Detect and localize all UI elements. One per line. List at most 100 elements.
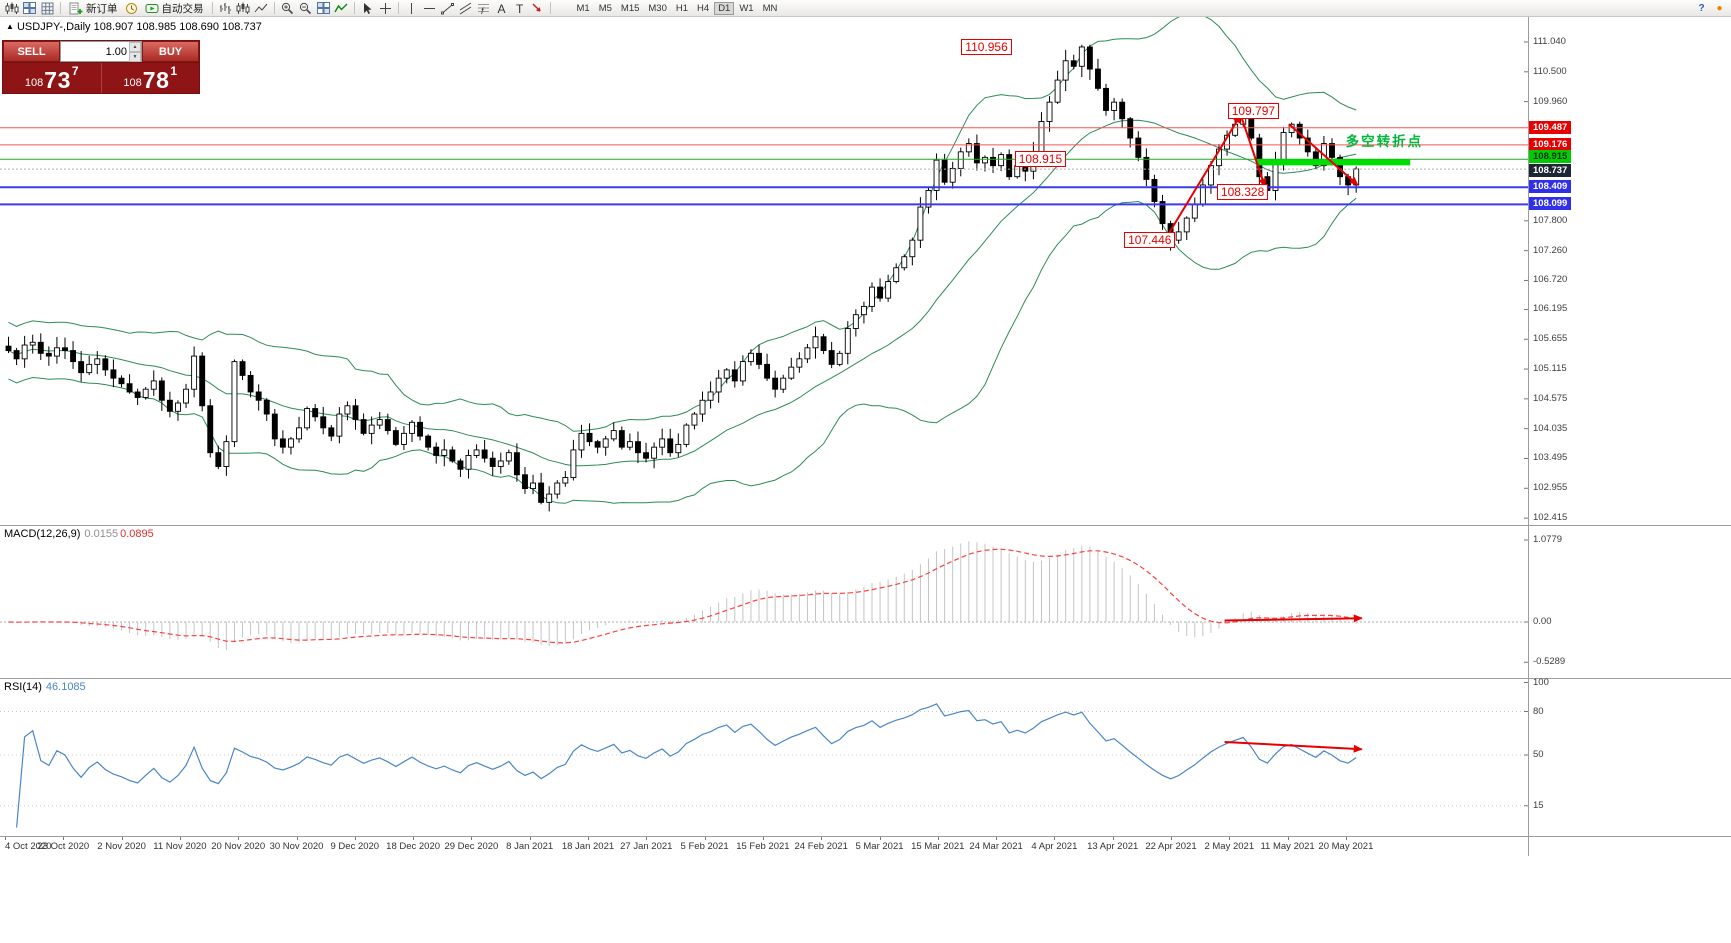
- period-button-d1[interactable]: D1: [714, 1, 735, 15]
- panel-divider[interactable]: [0, 678, 1731, 679]
- price-tick-label: 106.195: [1533, 303, 1568, 315]
- indicators-icon[interactable]: [333, 1, 350, 16]
- time-tick-label: 23 Oct 2020: [37, 841, 90, 852]
- macd-panel[interactable]: MACD(12,26,9) 0.0155 0.0895: [0, 526, 1731, 678]
- price-callout[interactable]: 110.956: [961, 38, 1012, 55]
- trendline-icon[interactable]: [439, 1, 456, 16]
- price-scale-border: [1528, 17, 1529, 856]
- time-axis[interactable]: 4 Oct 2020 23 Oct 2020 2 Nov 2020 11 Nov 20…: [0, 837, 1528, 856]
- time-tick: [529, 837, 531, 840]
- volume-up-icon[interactable]: ▲: [129, 42, 141, 52]
- time-tick: [1054, 837, 1056, 840]
- rsi-scale-label: 50: [1533, 749, 1544, 760]
- cursor-icon[interactable]: [359, 1, 376, 16]
- horizontal-line-icon[interactable]: [421, 1, 438, 16]
- text-icon[interactable]: A: [493, 1, 510, 16]
- toolbar-separator: [60, 2, 61, 14]
- buy-button[interactable]: BUY: [142, 41, 199, 62]
- price-level-badge: 108.099: [1529, 197, 1572, 211]
- price-tick-label: 104.035: [1533, 422, 1568, 434]
- chart-windows-icon[interactable]: [39, 1, 56, 16]
- price-scale[interactable]: 111.040 110.500 109.960 107.800 107.260 106.7…: [1529, 17, 1730, 856]
- label-icon[interactable]: T: [511, 1, 528, 16]
- toolbar-separator: [397, 2, 399, 14]
- zoom-in-icon[interactable]: [279, 1, 296, 16]
- price-chart-panel[interactable]: ▲ USDJPY-,Daily 108.907 108.985 108.690 …: [0, 17, 1731, 525]
- bollinger-upper-line: [8, 17, 1357, 432]
- trend-arrow-1[interactable]: [1167, 114, 1242, 236]
- period-button-w1[interactable]: W1: [735, 2, 757, 15]
- time-tick-label: 4 Oct 2020: [5, 841, 52, 852]
- rsi-panel[interactable]: RSI(14) 46.1085: [0, 679, 1731, 836]
- sell-button[interactable]: SELL: [3, 41, 60, 62]
- time-tick-label: 18 Dec 2020: [386, 841, 441, 852]
- volume-down-icon[interactable]: ▼: [129, 52, 141, 62]
- time-tick-label: 18 Jan 2021: [561, 841, 615, 852]
- panel-divider: [0, 836, 1731, 837]
- volume-input[interactable]: [61, 42, 129, 61]
- period-button-m30[interactable]: M30: [644, 2, 670, 15]
- bid-int: 108: [24, 77, 44, 89]
- price-callout[interactable]: 107.446: [1124, 232, 1176, 249]
- vertical-line-icon[interactable]: [403, 1, 420, 16]
- candlestick-chart-icon[interactable]: [235, 1, 252, 16]
- turning-point-note[interactable]: 多空转折点: [1345, 134, 1424, 150]
- price-callout[interactable]: 108.328: [1216, 183, 1269, 200]
- period-button-h1[interactable]: H1: [672, 2, 692, 15]
- ask-price[interactable]: 108 78 1: [102, 63, 200, 93]
- period-button-m15[interactable]: M15: [617, 2, 643, 15]
- zoom-out-icon[interactable]: [297, 1, 314, 16]
- period-button-mn[interactable]: MN: [759, 2, 782, 15]
- channel-icon[interactable]: [457, 1, 474, 16]
- toolbar-separator: [353, 2, 355, 14]
- panel-divider[interactable]: [0, 525, 1731, 526]
- ask-sup: 1: [170, 64, 178, 78]
- time-tick: [1171, 837, 1172, 840]
- bid-price[interactable]: 108 73 7: [3, 63, 102, 93]
- time-tick-label: 20 Nov 2020: [211, 841, 266, 852]
- time-tick: [413, 837, 415, 840]
- line-chart-icon[interactable]: [253, 1, 270, 16]
- rsi-scale-label: 15: [1533, 799, 1544, 811]
- rsi-line: [16, 703, 1357, 828]
- period-button-m1[interactable]: M1: [573, 2, 594, 15]
- price-callout[interactable]: 109.797: [1227, 102, 1280, 119]
- rsi-trend-arrow[interactable]: [1224, 740, 1363, 753]
- time-tick: [1229, 837, 1231, 840]
- time-tick-label: 15 Mar 2021: [911, 841, 965, 852]
- time-tick: [588, 837, 589, 840]
- fibonacci-icon[interactable]: f: [475, 1, 492, 16]
- trend-arrow-3[interactable]: [1288, 123, 1359, 186]
- tile-windows-icon[interactable]: [315, 1, 332, 16]
- price-tick-label: 110.500: [1533, 65, 1567, 77]
- history-center-icon[interactable]: [123, 1, 140, 16]
- bar-chart-icon[interactable]: [217, 1, 234, 16]
- arrows-tool-icon[interactable]: [529, 1, 546, 16]
- time-tick-label: 2 Nov 2020: [97, 841, 146, 852]
- toolbar-separator: [211, 2, 213, 14]
- new-order-button[interactable]: 新订单: [65, 1, 122, 16]
- time-tick: [821, 837, 823, 840]
- period-button-m5[interactable]: M5: [595, 2, 616, 15]
- rsi-scale-label: 80: [1533, 705, 1544, 717]
- price-chart-svg: [0, 17, 1528, 519]
- notifications-icon[interactable]: ●: [1716, 2, 1723, 14]
- time-tick-label: 13 Apr 2021: [1087, 841, 1139, 852]
- period-button-h4[interactable]: H4: [693, 2, 713, 15]
- timeframe-group: M1 M5 M15 M30 H1 H4 D1 W1 MN: [573, 1, 782, 15]
- price-tick-label: 102.955: [1533, 482, 1568, 494]
- price-callout[interactable]: 108.915: [1014, 151, 1067, 168]
- time-tick-label: 11 May 2021: [1260, 841, 1315, 852]
- trend-arrow-2[interactable]: [1239, 114, 1267, 188]
- profiles-icon[interactable]: [21, 1, 38, 16]
- autotrading-button[interactable]: 自动交易: [141, 1, 208, 16]
- new-chart-icon[interactable]: [3, 1, 20, 16]
- price-tick-label: 109.960: [1533, 95, 1568, 107]
- macd-label: MACD(12,26,9) 0.0155 0.0895: [4, 528, 154, 540]
- time-tick-label: 20 May 2021: [1318, 841, 1374, 852]
- time-tick-label: 15 Feb 2021: [736, 841, 790, 852]
- rsi-scale-label: 100: [1533, 676, 1549, 688]
- help-icon[interactable]: ?: [1698, 2, 1705, 14]
- crosshair-icon[interactable]: [377, 1, 394, 16]
- macd-trend-arrow[interactable]: [1224, 614, 1363, 623]
